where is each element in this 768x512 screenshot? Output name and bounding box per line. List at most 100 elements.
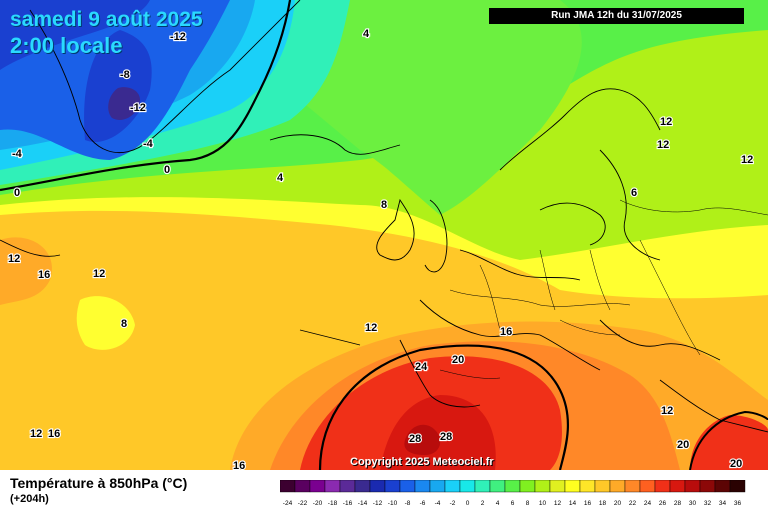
legend-tick-label: -22 (298, 500, 308, 507)
legend-swatch (729, 480, 746, 493)
legend-tick-label: 22 (629, 500, 637, 507)
legend-swatch (549, 480, 566, 493)
legend-tick-label: 24 (644, 500, 652, 507)
contour-label: -4 (143, 138, 154, 150)
contour-label: -8 (120, 69, 130, 81)
contour-label: 12 (741, 154, 753, 166)
parameter-title: Température à 850hPa (°C) (10, 475, 188, 491)
contour-label: 12 (365, 322, 377, 334)
legend-swatch (489, 480, 506, 493)
isotherm-20 (318, 344, 570, 470)
contour-label: 28 (409, 433, 421, 445)
contour-label: 0 (14, 187, 20, 199)
legend-swatch (354, 480, 371, 493)
legend-tick-label: -20 (313, 500, 323, 507)
contour-label: 20 (677, 439, 689, 451)
legend-tick-label: 28 (674, 500, 682, 507)
band-orange-west (0, 237, 52, 305)
legend-swatch (534, 480, 551, 493)
contour-label: 12 (660, 116, 672, 128)
legend-swatch (444, 480, 461, 493)
legend-swatch (654, 480, 671, 493)
contour-label: 16 (38, 269, 50, 281)
legend-tick-label: 30 (689, 500, 697, 507)
legend-tick-label: -2 (450, 500, 456, 507)
contour-label: 8 (381, 199, 387, 211)
legend-tick-label: -10 (388, 500, 398, 507)
contour-label: 4 (363, 28, 370, 40)
legend-tick-label: -16 (343, 500, 353, 507)
legend-tick-label: 0 (466, 500, 470, 507)
legend-tick-label: 2 (481, 500, 485, 507)
contour-label: 4 (277, 172, 284, 184)
legend-swatch (280, 480, 296, 493)
color-legend: -24 -22 -20 -18 -16 -14 -12 -10 -8 -6 -4 -2 0 2 4 6 8 10 1… (280, 480, 746, 507)
legend-swatch (324, 480, 341, 493)
legend-swatch (609, 480, 626, 493)
legend-tick-label: -14 (358, 500, 368, 507)
contour-label: 12 (661, 405, 673, 417)
contour-label: 12 (657, 139, 669, 151)
legend-tick-label: 10 (539, 500, 547, 507)
isotherm-20-east (689, 410, 768, 470)
legend-swatch (684, 480, 701, 493)
legend-swatch (714, 480, 731, 493)
legend-tick-label: -8 (405, 500, 411, 507)
country-borders (439, 199, 768, 379)
legend-tick-label: 6 (511, 500, 515, 507)
legend-tick-label: 20 (614, 500, 622, 507)
contour-label: 6 (631, 187, 637, 199)
legend-swatch (309, 480, 326, 493)
legend-tick-label: -4 (435, 500, 441, 507)
legend-swatch (594, 480, 611, 493)
legend-tick-label: 26 (659, 500, 667, 507)
isotherm-0 (0, 0, 292, 192)
legend-swatch (429, 480, 446, 493)
band-navy-north (0, 0, 150, 70)
legend-tick-label: 34 (719, 500, 727, 507)
legend-swatch (369, 480, 386, 493)
legend-tick-label: 32 (704, 500, 712, 507)
coastlines (0, 0, 768, 433)
contour-label: 0 (164, 164, 170, 176)
band-navy (108, 87, 140, 120)
legend-tick-label: 18 (599, 500, 607, 507)
contour-label: 12 (93, 268, 105, 280)
contour-label: 12 (8, 253, 20, 265)
legend-swatch (339, 480, 356, 493)
contour-label: 20 (730, 458, 742, 470)
contour-label: 16 (500, 326, 512, 338)
band-red-east (690, 415, 768, 470)
contour-labels: -12 -8 -12 -4 -4 0 0 4 4 8 8 12 12 12 16… (7, 27, 754, 470)
legend-tick-label: 4 (496, 500, 500, 507)
legend-tick-label: -24 (283, 500, 293, 507)
band-yellow-blob (76, 296, 135, 350)
legend-swatch (384, 480, 401, 493)
legend-swatch (579, 480, 596, 493)
forecast-time: 2:00 locale (10, 33, 123, 58)
legend-tick-label: 16 (584, 500, 592, 507)
legend-tick-label: 12 (554, 500, 562, 507)
legend-swatch (399, 480, 416, 493)
legend-swatch (504, 480, 521, 493)
contour-label: 16 (48, 428, 60, 440)
legend-tick-label: 8 (526, 500, 530, 507)
contour-label: 28 (440, 431, 452, 443)
lead-time: (+204h) (10, 493, 49, 505)
band-maroon (404, 424, 441, 455)
legend-swatch (699, 480, 716, 493)
legend-swatch (624, 480, 641, 493)
band-darkblue (84, 30, 152, 142)
run-info: Run JMA 12h du 31/07/2025 (489, 8, 744, 24)
contour-label: -12 (170, 31, 186, 43)
legend-tick-label: -12 (373, 500, 383, 507)
legend-tick-label: 36 (734, 500, 742, 507)
legend-swatch (519, 480, 536, 493)
contour-label: 24 (415, 361, 428, 373)
forecast-date: samedi 9 août 2025 (10, 8, 203, 31)
legend-tick-label: -6 (420, 500, 426, 507)
legend-swatch (294, 480, 311, 493)
contour-label: -12 (130, 102, 146, 114)
legend-swatch (414, 480, 431, 493)
legend-tick-label: 14 (569, 500, 577, 507)
